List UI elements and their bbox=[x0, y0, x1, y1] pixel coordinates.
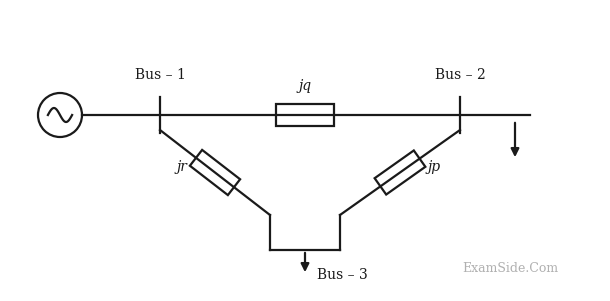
Polygon shape bbox=[375, 150, 425, 194]
Text: jq: jq bbox=[298, 79, 312, 93]
Text: jp: jp bbox=[428, 160, 441, 175]
Text: jr: jr bbox=[176, 160, 187, 175]
Polygon shape bbox=[190, 150, 240, 195]
Text: Bus – 3: Bus – 3 bbox=[317, 268, 368, 282]
Text: ExamSide.Com: ExamSide.Com bbox=[462, 262, 558, 275]
Bar bbox=[276, 104, 334, 126]
Text: Bus – 2: Bus – 2 bbox=[434, 68, 486, 82]
Text: Bus – 1: Bus – 1 bbox=[135, 68, 185, 82]
